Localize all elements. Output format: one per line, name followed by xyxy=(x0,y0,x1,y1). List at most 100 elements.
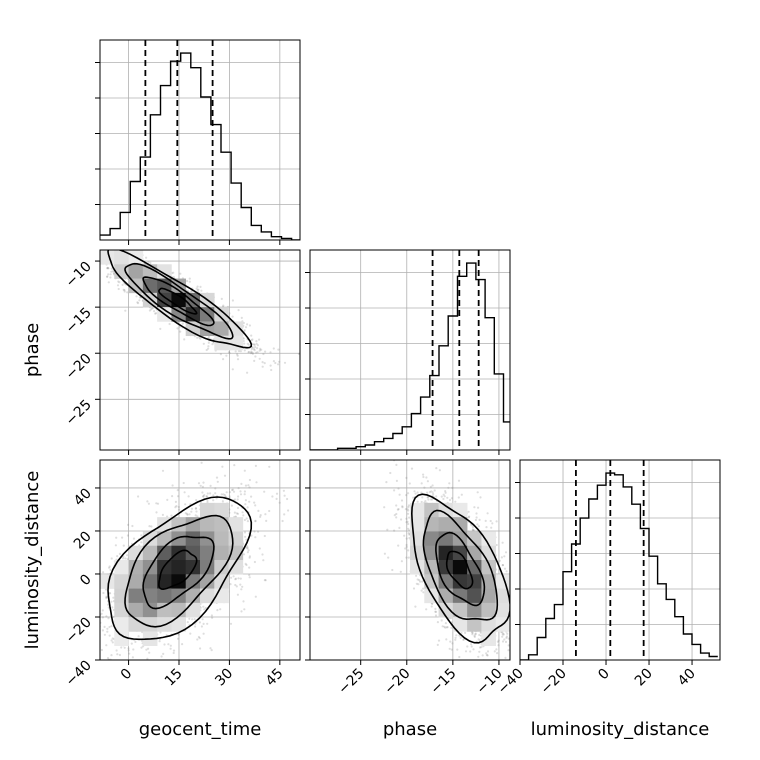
scatter-point xyxy=(261,365,264,368)
scatter-point xyxy=(116,653,119,656)
scatter-point xyxy=(256,351,259,354)
scatter-point xyxy=(254,346,257,349)
scatter-point xyxy=(147,261,150,264)
scatter-point xyxy=(118,653,121,657)
scatter-point xyxy=(177,633,180,636)
scatter-point xyxy=(212,499,215,502)
scatter-point xyxy=(108,625,111,629)
scatter-point xyxy=(200,289,203,292)
scatter-point xyxy=(256,347,259,350)
histogram-bar xyxy=(161,86,171,240)
scatter-point xyxy=(110,600,113,603)
scatter-point xyxy=(115,246,117,248)
scatter-point xyxy=(202,481,205,484)
scatter-point xyxy=(109,247,111,249)
scatter-point xyxy=(184,512,187,515)
scatter-point xyxy=(174,500,177,503)
scatter-point xyxy=(108,566,111,569)
scatter-point xyxy=(190,290,193,293)
scatter-point xyxy=(196,336,199,339)
scatter-point xyxy=(117,280,120,283)
scatter-point xyxy=(111,236,113,238)
histogram-bar xyxy=(201,97,211,240)
scatter-point xyxy=(212,494,215,497)
scatter-point xyxy=(244,484,248,487)
scatter-point xyxy=(243,493,246,496)
scatter-point xyxy=(186,621,189,624)
scatter-point xyxy=(246,545,249,548)
scatter-point xyxy=(243,329,246,332)
scatter-point xyxy=(110,267,113,270)
scatter-point xyxy=(252,343,255,346)
scatter-point xyxy=(131,656,134,659)
scatter-point xyxy=(263,579,266,582)
scatter-point xyxy=(98,241,100,243)
scatter-point xyxy=(107,267,110,270)
y-tick-label: −15 xyxy=(63,305,95,337)
scatter-point xyxy=(244,535,247,538)
scatter-point xyxy=(241,511,244,514)
scatter-point xyxy=(253,530,256,533)
scatter-point xyxy=(229,622,233,625)
scatter-point xyxy=(123,290,126,293)
scatter-point xyxy=(278,360,281,363)
scatter-point xyxy=(195,510,198,513)
scatter-point xyxy=(98,258,100,260)
scatter-point xyxy=(148,651,151,654)
scatter-point xyxy=(254,520,257,523)
scatter-point xyxy=(246,371,249,374)
histogram-bar xyxy=(421,397,430,450)
density-cell xyxy=(157,292,172,308)
scatter-point xyxy=(107,603,110,606)
scatter-point xyxy=(86,246,88,248)
scatter-point xyxy=(245,538,248,541)
scatter-point xyxy=(127,647,130,650)
scatter-point xyxy=(76,240,78,242)
scatter-point xyxy=(100,245,102,247)
scatter-point xyxy=(236,593,239,596)
contours xyxy=(107,250,253,349)
scatter-point xyxy=(107,273,110,276)
scatter-point xyxy=(95,248,97,250)
scatter-point xyxy=(207,345,210,348)
scatter-point xyxy=(73,234,75,236)
scatter-point xyxy=(135,295,138,298)
scatter-point xyxy=(124,309,127,312)
scatter-point xyxy=(83,245,85,247)
scatter-point xyxy=(109,273,112,276)
scatter-point xyxy=(78,614,80,616)
scatter-point xyxy=(222,304,225,307)
scatter-point xyxy=(260,348,263,351)
scatter-point xyxy=(244,326,248,329)
contour-line xyxy=(142,276,215,327)
scatter-point xyxy=(249,352,252,355)
scatter-point xyxy=(106,266,109,269)
scatter-point xyxy=(269,351,272,354)
scatter-point xyxy=(121,283,124,286)
scatter-point xyxy=(246,546,249,549)
scatter-point xyxy=(171,484,174,487)
scatter-point xyxy=(164,665,166,667)
histogram-bar xyxy=(430,376,439,450)
histogram-bar xyxy=(110,229,120,240)
scatter-point xyxy=(146,500,149,503)
scatter-point xyxy=(159,631,162,634)
scatter-point xyxy=(100,648,103,652)
scatter-point xyxy=(263,362,266,365)
scatter-point xyxy=(247,484,250,487)
scatter-point xyxy=(155,511,158,514)
scatter-point xyxy=(227,351,231,354)
scatter-point xyxy=(103,243,105,245)
axes-frame xyxy=(99,39,301,241)
scatter-point xyxy=(214,487,217,490)
scatter-point xyxy=(134,664,136,666)
scatter-point xyxy=(110,654,113,657)
scatter-point xyxy=(86,255,88,257)
density-cell xyxy=(214,321,229,337)
scatter-point xyxy=(159,327,162,330)
scatter-point xyxy=(150,308,153,311)
scatter-point xyxy=(105,595,108,598)
density-cell xyxy=(214,307,229,322)
scatter-point xyxy=(176,327,179,330)
scatter-point xyxy=(228,352,231,355)
